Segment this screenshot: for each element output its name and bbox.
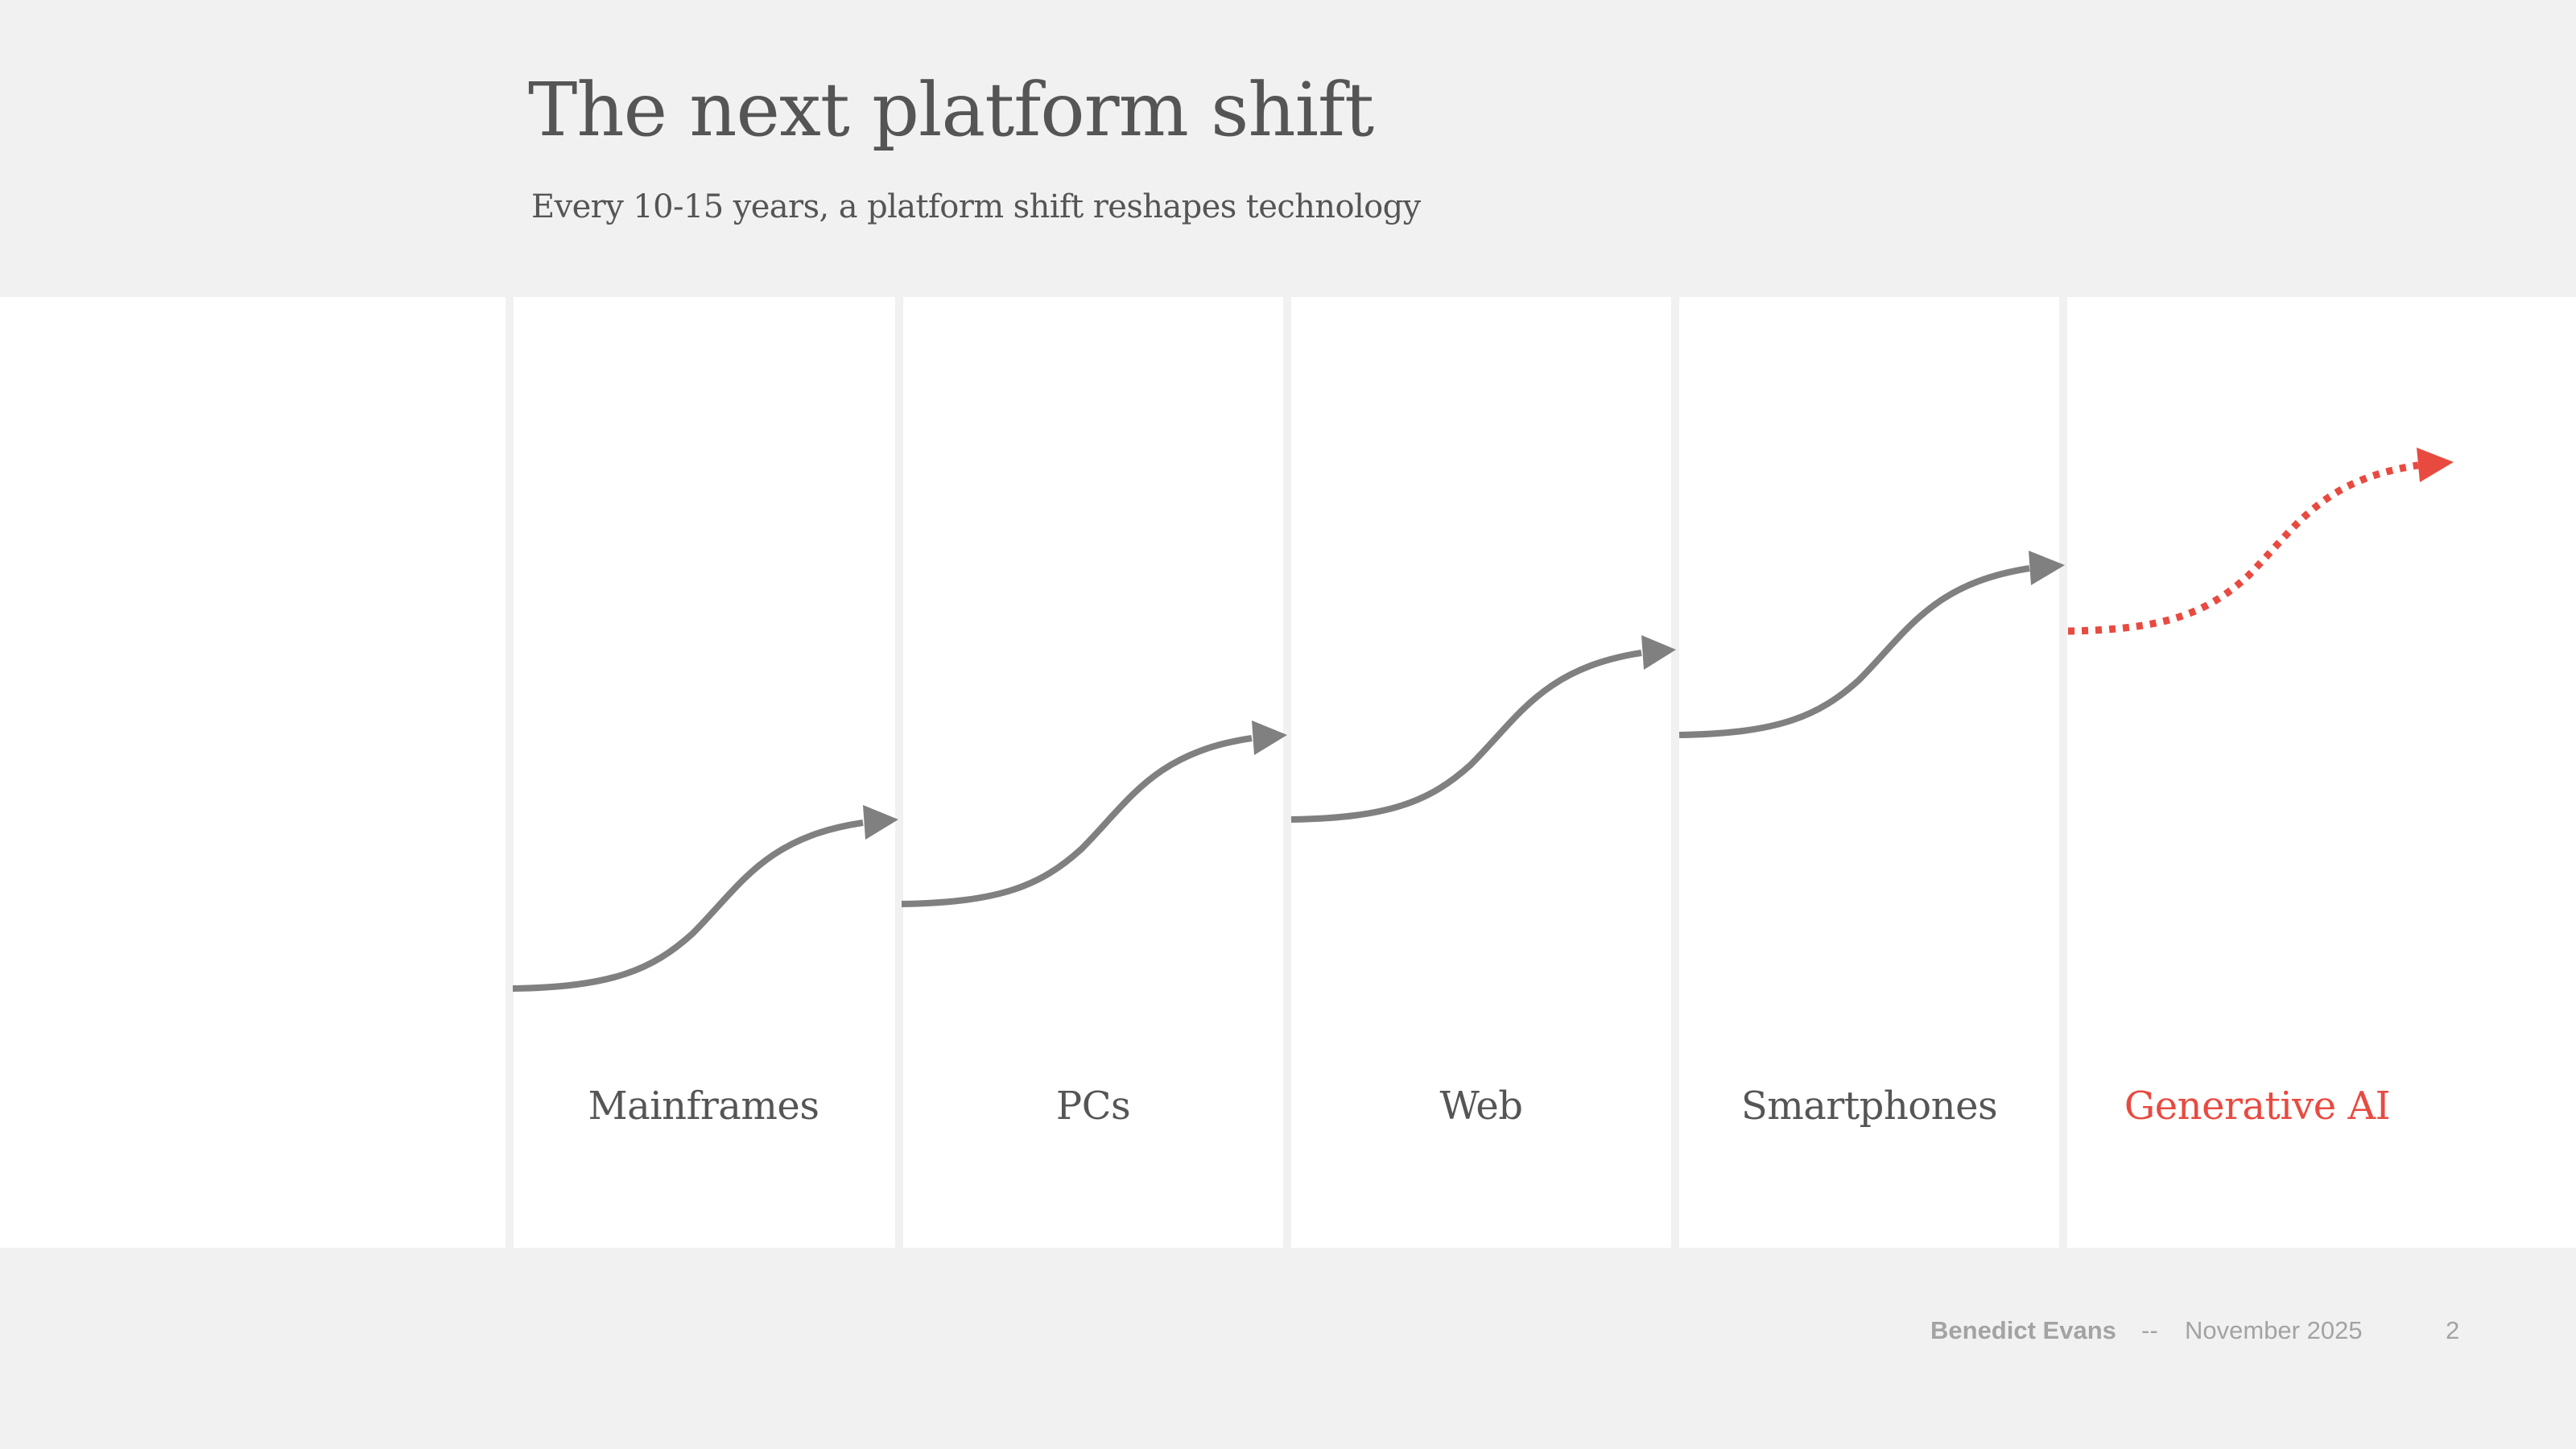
footer-separator: -- (2141, 1316, 2158, 1344)
platform-label-mainframes: Mainframes (588, 1084, 819, 1129)
footer-date: November 2025 (2185, 1316, 2363, 1344)
column-divider (1671, 297, 1679, 1248)
platform-label-generative-ai: Generative AI (2124, 1084, 2391, 1129)
column-divider (895, 297, 903, 1248)
column-divider (1283, 297, 1291, 1248)
footer-author: Benedict Evans (1930, 1316, 2116, 1344)
slide-title: The next platform shift (528, 67, 1374, 153)
slide-subtitle: Every 10-15 years, a platform shift resh… (531, 188, 1421, 225)
column-divider (506, 297, 514, 1248)
page-number: 2 (2446, 1316, 2460, 1344)
platform-label-web: Web (1439, 1084, 1523, 1129)
column-divider (2059, 297, 2067, 1248)
platform-label-smartphones: Smartphones (1740, 1084, 1998, 1129)
platform-label-pcs: PCs (1055, 1084, 1131, 1129)
